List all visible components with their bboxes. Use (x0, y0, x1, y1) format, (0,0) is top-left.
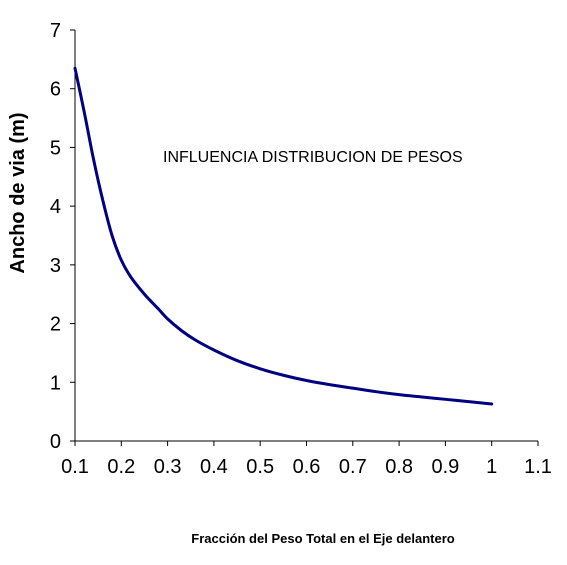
x-tick-label: 0.4 (200, 456, 228, 478)
x-tick-label: 0.3 (154, 456, 182, 478)
x-tick-label: 1.1 (524, 456, 552, 478)
series-group (73, 66, 494, 406)
y-tick-label: 6 (50, 79, 61, 101)
series-line (73, 66, 494, 406)
x-tick-label: 0.1 (61, 456, 89, 478)
x-tick-label: 0.9 (431, 456, 459, 478)
y-tick-label: 5 (50, 137, 61, 159)
x-tick-label: 0.8 (385, 456, 413, 478)
y-tick-label: 0 (50, 431, 61, 453)
chart-annotation: INFLUENCIA DISTRIBUCION DE PESOS (163, 149, 463, 166)
x-tick-label: 0.5 (246, 456, 274, 478)
y-axis-label: Ancho de via (m) (7, 112, 29, 273)
x-tick-label: 1 (486, 456, 497, 478)
x-tick-label: 0.2 (107, 456, 135, 478)
y-tick-label: 4 (50, 196, 61, 218)
x-tick-label: 0.7 (339, 456, 367, 478)
y-tick-label: 3 (50, 255, 61, 277)
y-tick-label: 1 (50, 372, 61, 394)
y-tick-label: 7 (50, 20, 61, 42)
x-tick-label: 0.6 (293, 456, 321, 478)
ticks: 0 1 2 3 4 5 6 7 0.1 0.2 0.3 0.4 0.5 0.6 0.7 0.8 0.9 1 1.1 (50, 20, 552, 478)
y-tick-label: 2 (50, 314, 61, 336)
x-axis-label: Fracción del Peso Total en el Eje delant… (191, 531, 455, 546)
